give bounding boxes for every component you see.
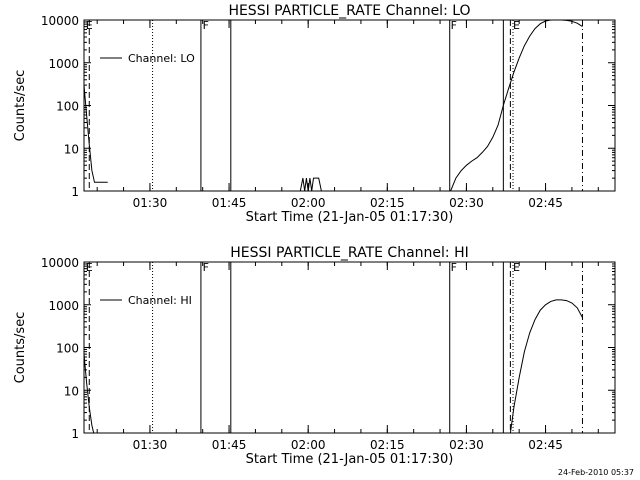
plot-frame: [83, 261, 616, 434]
x-tick-label: 02:45: [528, 438, 563, 452]
series-line: [450, 19, 583, 192]
x-tick-label: 01:30: [133, 196, 168, 210]
plot-channel-hi: HESSI PARTICLE_RATE Channel: HI 1 10 100 100…: [13, 245, 616, 467]
footer-timestamp: 24-Feb-2010 05:37: [557, 468, 634, 477]
flag-label: F: [203, 261, 209, 274]
legend-label: Channel: HI: [128, 294, 192, 307]
x-tick-label: 02:00: [291, 196, 326, 210]
x-tick-label: 01:45: [212, 438, 247, 452]
flag-label: E: [513, 261, 520, 274]
series-line: [299, 177, 324, 192]
series-line: [83, 85, 108, 183]
chart-title: HESSI PARTICLE_RATE Channel: HI: [230, 245, 468, 261]
flag-label: E: [86, 19, 93, 32]
flag-label: E: [513, 19, 520, 32]
y-tick-label: 1: [71, 185, 79, 199]
y-axis-label: Counts/sec: [13, 312, 28, 384]
y-tick-label: 100: [56, 100, 79, 114]
flag-label: F: [451, 19, 457, 32]
y-tick-label: 10: [64, 142, 79, 156]
flag-label: F: [203, 19, 209, 32]
plot-channel-lo: HESSI PARTICLE_RATE Channel: LO 1 10 100 100…: [13, 3, 616, 225]
flag-label: F: [451, 261, 457, 274]
y-tick-label: 1000: [48, 57, 79, 71]
flag-label: E: [86, 261, 93, 274]
x-tick-label: 02:30: [449, 196, 484, 210]
x-tick-label: 02:15: [370, 438, 405, 452]
plot-frame: [83, 19, 616, 192]
x-axis-label: Start Time (21-Jan-05 01:17:30): [246, 210, 454, 225]
x-tick-label: 02:45: [528, 196, 563, 210]
x-tick-label: 01:30: [133, 438, 168, 452]
chart-title: HESSI PARTICLE_RATE Channel: LO: [228, 3, 470, 19]
y-tick-label: 1: [71, 427, 79, 441]
x-tick-label: 01:45: [212, 196, 247, 210]
legend-label: Channel: LO: [128, 52, 195, 65]
series-line: [509, 299, 583, 434]
y-tick-label: 100: [56, 342, 79, 356]
x-tick-label: 02:30: [449, 438, 484, 452]
y-tick-label: 10000: [41, 14, 79, 28]
x-axis-label: Start Time (21-Jan-05 01:17:30): [246, 452, 454, 467]
y-tick-label: 10000: [41, 256, 79, 270]
y-axis-label: Counts/sec: [13, 70, 28, 142]
series-line: [83, 354, 95, 434]
y-tick-label: 1000: [48, 299, 79, 313]
y-tick-label: 10: [64, 384, 79, 398]
x-tick-label: 02:15: [370, 196, 405, 210]
x-tick-label: 02:00: [291, 438, 326, 452]
